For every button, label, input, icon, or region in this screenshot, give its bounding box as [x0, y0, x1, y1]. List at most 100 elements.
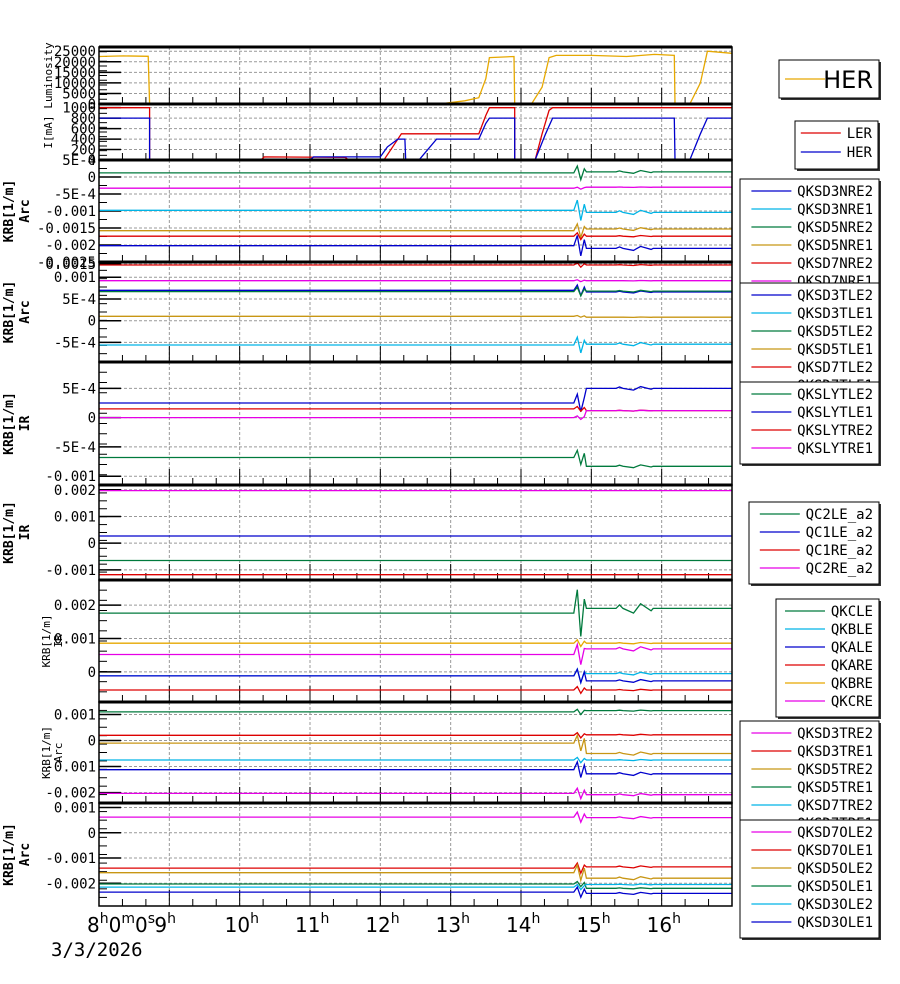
legend-arc4: QKSD7OLE2 QKSD7OLE1 QKSD5OLE2 QKSD5OLE1 QKSD… [739, 819, 881, 940]
legend-label: QC1LE_a2 [806, 525, 873, 541]
y-tick-label: -0.001 [45, 469, 96, 485]
y-tick-label: 0.002 [54, 598, 96, 614]
legend-current: LER HER [794, 120, 880, 171]
legend-label: QKSD5NRE2 [797, 220, 873, 236]
legend-label: QKSD5OLE2 [797, 861, 873, 877]
legend-ir1: QKSLYTLE2 QKSLYTLE1 QKSLYTRE2 QKSLYTRE1 [739, 381, 881, 466]
y-tick-label: -0.0015 [37, 221, 96, 237]
series-line-QKSD5TLE2 [99, 285, 732, 298]
series-line-QKARE [99, 685, 732, 695]
y-tick-label: 800 [71, 111, 96, 127]
y-axis-label: IR [52, 634, 65, 648]
legend-label: QKSD5NRE1 [797, 238, 873, 254]
panel-frame [98, 103, 733, 161]
series-line-QKBRE [99, 638, 732, 648]
series-line-QKALE [99, 667, 732, 685]
legend-luminosity: HER [778, 59, 881, 100]
x-tick-label: 8h0m0s [87, 911, 155, 937]
y-axis-label: KRB[1/m] [40, 726, 53, 779]
legend-label: QKSLYTLE1 [797, 405, 873, 421]
y-tick-label: 5E-4 [62, 153, 96, 169]
series-line-QKSD7TLE1 [99, 279, 732, 283]
x-tick-label: 15h [576, 911, 610, 937]
legend-label: QKSD3OLE1 [797, 915, 873, 931]
series-line-QKSD7NRE2 [99, 231, 732, 241]
y-tick-label: -5E-4 [54, 440, 96, 456]
legend-label: QKALE [831, 640, 873, 656]
legend-label: QKSLYTRE1 [797, 441, 873, 457]
legend-label: QKSD3NRE2 [797, 184, 873, 200]
legend-box [739, 282, 880, 402]
y-tick-label: -0.002 [45, 786, 96, 802]
x-tick-label: 14h [506, 911, 540, 937]
y-tick-label: 0.001 [54, 707, 96, 723]
series-line-QKSD5OLE1 [99, 880, 732, 890]
legend-box [794, 120, 879, 170]
y-tick-label: 5E-4 [62, 292, 96, 308]
y-tick-label: 400 [71, 132, 96, 148]
y-tick-label: 0.001 [54, 509, 96, 525]
x-tick-label: 16h [647, 911, 681, 937]
y-tick-label: 0 [88, 153, 96, 169]
legend-box [739, 381, 880, 465]
legend-label: QKSD3TRE1 [797, 744, 873, 760]
y-tick-label: 0 [88, 411, 96, 427]
legend-label: LER [847, 126, 873, 142]
legend-label: QKSD7OLE2 [797, 825, 873, 841]
series-line-QKSLYTLE2 [99, 448, 732, 469]
x-tick-label: 11h [295, 911, 329, 937]
y-axis-label: KRB[1/m] [2, 501, 17, 564]
legend-label: QKCLE [831, 604, 873, 620]
y-tick-label: 5000 [62, 86, 96, 102]
x-tick-label: 9h [154, 911, 176, 937]
series-line-QKSD7OLE1 [99, 861, 732, 875]
legend-box [739, 178, 880, 298]
legend-label: QKBRE [831, 676, 873, 692]
legend-box [778, 59, 880, 99]
series-line-QKSD3TLE2 [99, 283, 732, 298]
legend-label: QKSLYTLE2 [797, 387, 873, 403]
series-line-QKSD7NRE1 [99, 186, 732, 190]
y-tick-label: 0 [88, 314, 96, 330]
y-tick-label: 0 [88, 536, 96, 552]
y-tick-label: -0.001 [45, 563, 96, 579]
legend-label: QKARE [831, 658, 873, 674]
series-line-QKSD7TLE2 [99, 262, 732, 269]
y-axis-label: Arc [18, 199, 33, 222]
y-tick-label: -5E-4 [54, 335, 96, 351]
series-line-QKSD7OLE2 [99, 810, 732, 824]
legend-label: QKSLYTRE2 [797, 423, 873, 439]
y-tick-label: -0.0025 [37, 255, 96, 271]
y-tick-label: 0 [88, 734, 96, 750]
series-line-QKSD5OLE2 [99, 863, 732, 883]
y-tick-label: -5E-4 [54, 187, 96, 203]
panel-frame [98, 701, 733, 804]
x-tick-label: 13h [436, 911, 470, 937]
y-tick-label: -0.002 [45, 876, 96, 892]
panel-ir1: -0.001 -5E-4 0 5E-4 KRB[1/m] IR [2, 360, 733, 486]
y-axis-label: I[mA] [42, 115, 55, 148]
legend-ir2: QC2LE_a2 QC1LE_a2 QC1RE_a2 QC2RE_a2 [748, 501, 881, 586]
y-tick-label: 20000 [54, 55, 96, 71]
series-line-QKSD3OLE1 [99, 885, 732, 899]
series-line-QKSD7TRE2 [99, 756, 732, 764]
legend-label: QKSD5TRE1 [797, 780, 873, 796]
x-axis-date: 3/3/2026 [51, 939, 143, 961]
series-line-QKSD3TRE2 [99, 786, 732, 801]
y-tick-label: 600 [71, 122, 96, 138]
series-line-QKSD3NRE1 [99, 199, 732, 221]
y-tick-label: -0.001 [45, 851, 96, 867]
legend-box [748, 501, 880, 585]
y-tick-label: -0.001 [45, 204, 96, 220]
y-axis-label: KRB[1/m] [40, 615, 53, 668]
series-line-QKSD3TLE1 [99, 335, 732, 354]
x-tick-label: 12h [365, 911, 399, 937]
legend-label: QKSD3TLE1 [797, 306, 873, 322]
panel-arc1: -0.0025-0.002-0.0015-0.001-5E-405E-4KRB[… [2, 153, 733, 271]
y-axis-label: Luminosity [42, 42, 55, 109]
y-tick-label: 0.002 [54, 483, 96, 499]
series-line-QKSLYTRE1 [99, 409, 732, 421]
legend-label: QKSD3TLE2 [797, 288, 873, 304]
